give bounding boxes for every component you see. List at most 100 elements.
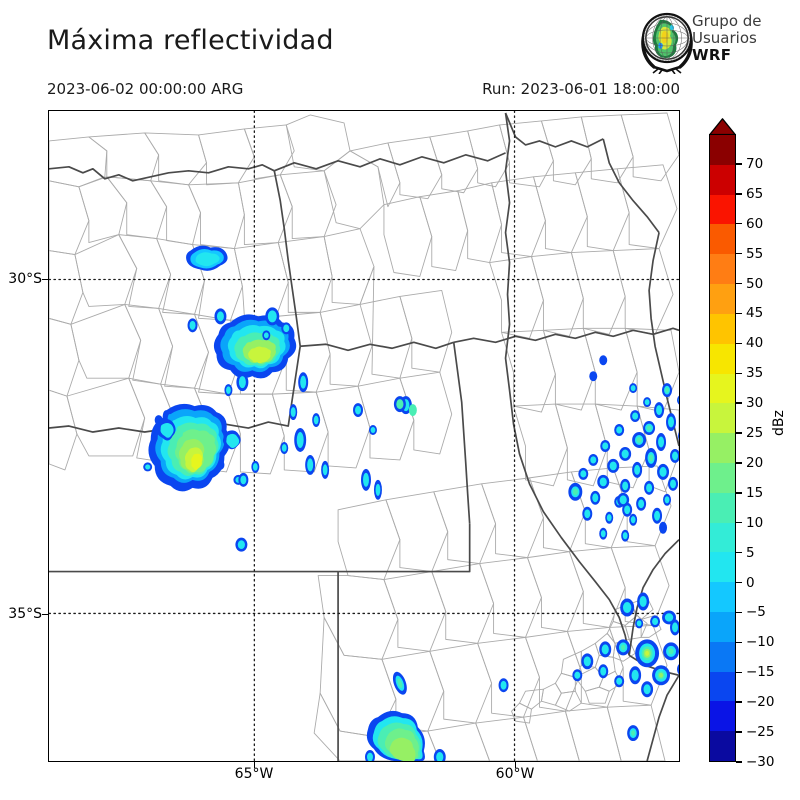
- lon-label-65W: 65°W: [234, 766, 274, 782]
- colorbar-tick-50: [736, 282, 742, 285]
- colorbar-ticklabel-10: 10: [746, 514, 764, 531]
- colorbar-band-13: [710, 522, 735, 553]
- graticule: [49, 111, 679, 761]
- reflectivity-map[interactable]: [48, 110, 680, 762]
- echo-cordoba-east-column: [312, 396, 406, 500]
- echo-rio-de-la-plata-cluster: [572, 592, 679, 698]
- colorbar-ticklabel-35: 35: [746, 365, 764, 382]
- colorbar-tick-60: [736, 223, 742, 225]
- colorbar-tick--15: [736, 671, 742, 673]
- colorbar-ticklabel--15: −15: [746, 664, 775, 681]
- echo-cordoba-north-satellites: [187, 307, 417, 485]
- logo-line-2: Usuarios: [692, 29, 757, 47]
- tick-lon-60W: [515, 762, 517, 768]
- colorbar-band-18: [710, 671, 735, 702]
- colorbar-ticklabel--20: −20: [746, 694, 775, 711]
- colorbar-ticklabel-45: 45: [746, 305, 764, 322]
- colorbar-band-20: [710, 731, 735, 762]
- logo-line-1: Grupo de: [692, 12, 762, 30]
- colorbar-band-9: [710, 403, 735, 434]
- wrf-user-group-logo: Grupo de Usuarios WRF: [638, 12, 790, 74]
- colorbar-ticklabel--5: −5: [746, 604, 766, 621]
- colorbar-axis-label: dBz: [771, 410, 787, 436]
- page-title: Máxima reflectividad: [47, 25, 334, 56]
- colorbar-tick-70: [736, 163, 742, 165]
- colorbar-band-3: [710, 224, 735, 255]
- colorbar-tick--25: [736, 731, 742, 733]
- colorbar-ticklabel-5: 5: [746, 544, 755, 561]
- colorbar-tick-15: [736, 492, 742, 494]
- colorbar-ticklabel--25: −25: [746, 724, 775, 741]
- colorbar-band-17: [710, 641, 735, 672]
- lat-label-35S: 35°S: [8, 606, 42, 622]
- map-canvas: [49, 111, 679, 761]
- colorbar-tick-30: [736, 402, 742, 404]
- colorbar-tick-45: [736, 312, 742, 315]
- run-time-label: Run: 2023-06-01 18:00:00: [482, 80, 680, 98]
- colorbar-ticklabel-20: 20: [746, 454, 764, 471]
- echo-entrerios: [617, 492, 668, 534]
- colorbar-band-16: [710, 612, 735, 642]
- lon-label-60W: 60°W: [495, 766, 535, 782]
- colorbar-band-4: [710, 254, 735, 285]
- echo-larioja-cluster: [148, 403, 241, 492]
- colorbar-band-19: [710, 701, 735, 732]
- colorbar-band-5: [710, 284, 735, 314]
- colorbar-band-15: [710, 582, 735, 612]
- reflectivity-echoes: [143, 245, 679, 761]
- echo-larioja-satellites: [143, 462, 249, 552]
- colorbar-band-10: [710, 433, 735, 463]
- colorbar-ticklabel--30: −30: [746, 754, 775, 770]
- tick-lat-35S: [42, 614, 48, 616]
- colorbar-tick--5: [736, 611, 742, 614]
- colorbar-ticklabel--10: −10: [746, 634, 775, 651]
- province-boundaries: [49, 112, 679, 761]
- colorbar-tick-55: [736, 252, 742, 255]
- colorbar-tick-0: [736, 581, 742, 584]
- colorbar-tick-65: [736, 193, 742, 195]
- tick-lon-65W: [254, 762, 256, 768]
- echo-north-small: [154, 330, 271, 426]
- colorbar-ticklabel-70: 70: [746, 155, 764, 172]
- colorbar-band-6: [710, 313, 735, 344]
- colorbar-band-8: [710, 373, 735, 404]
- colorbar-ticklabel-25: 25: [746, 425, 764, 442]
- valid-time-label: 2023-06-02 00:00:00 ARG: [47, 80, 244, 98]
- colorbar-band-12: [710, 492, 735, 523]
- colorbar-tick--20: [736, 701, 742, 703]
- colorbar-band-11: [710, 462, 735, 493]
- logo-text-block: Grupo de Usuarios WRF: [692, 13, 790, 64]
- echo-cordoba-north-main: [213, 314, 297, 379]
- colorbar-ticklabel-15: 15: [746, 484, 764, 501]
- colorbar-extend-arrow: [709, 118, 736, 135]
- colorbar-ticklabel-30: 30: [746, 395, 764, 412]
- colorbar-ticklabel-50: 50: [746, 275, 764, 292]
- colorbar-ticklabel-55: 55: [746, 245, 764, 262]
- county-boundaries: [49, 112, 679, 761]
- colorbar-ticklabel-0: 0: [746, 574, 755, 591]
- colorbar-tick-40: [736, 342, 742, 345]
- colorbar-tick-20: [736, 462, 742, 464]
- colorbar-ticklabel-40: 40: [746, 335, 764, 352]
- wrf-globe-emblem: [641, 12, 693, 74]
- colorbar-ticklabel-60: 60: [746, 215, 764, 232]
- colorbar-tick-35: [736, 372, 742, 374]
- lat-label-30S: 30°S: [8, 271, 42, 287]
- colorbar-tick-25: [736, 432, 742, 434]
- colorbar-band-1: [710, 164, 735, 195]
- colorbar-bands: [709, 134, 736, 762]
- echo-north-salta: [186, 245, 228, 271]
- echo-buenosaires-south: [364, 671, 640, 761]
- logo-line-3: WRF: [692, 46, 732, 64]
- colorbar-band-14: [710, 552, 735, 583]
- tick-lat-30S: [42, 279, 48, 281]
- colorbar-band-0: [710, 135, 735, 165]
- colorbar-tick-10: [736, 522, 742, 524]
- colorbar-band-7: [710, 343, 735, 374]
- reflectivity-colorbar[interactable]: 70 65 60 55 50 45 40 35 30 25 20 15 10 5 0 −5 −10 −15 −20−…: [709, 118, 795, 770]
- colorbar-tick--30: [736, 761, 742, 763]
- colorbar-ticklabel-65: 65: [746, 185, 764, 202]
- colorbar-band-2: [710, 194, 735, 225]
- colorbar-tick-5: [736, 551, 742, 554]
- colorbar-tick--10: [736, 641, 742, 644]
